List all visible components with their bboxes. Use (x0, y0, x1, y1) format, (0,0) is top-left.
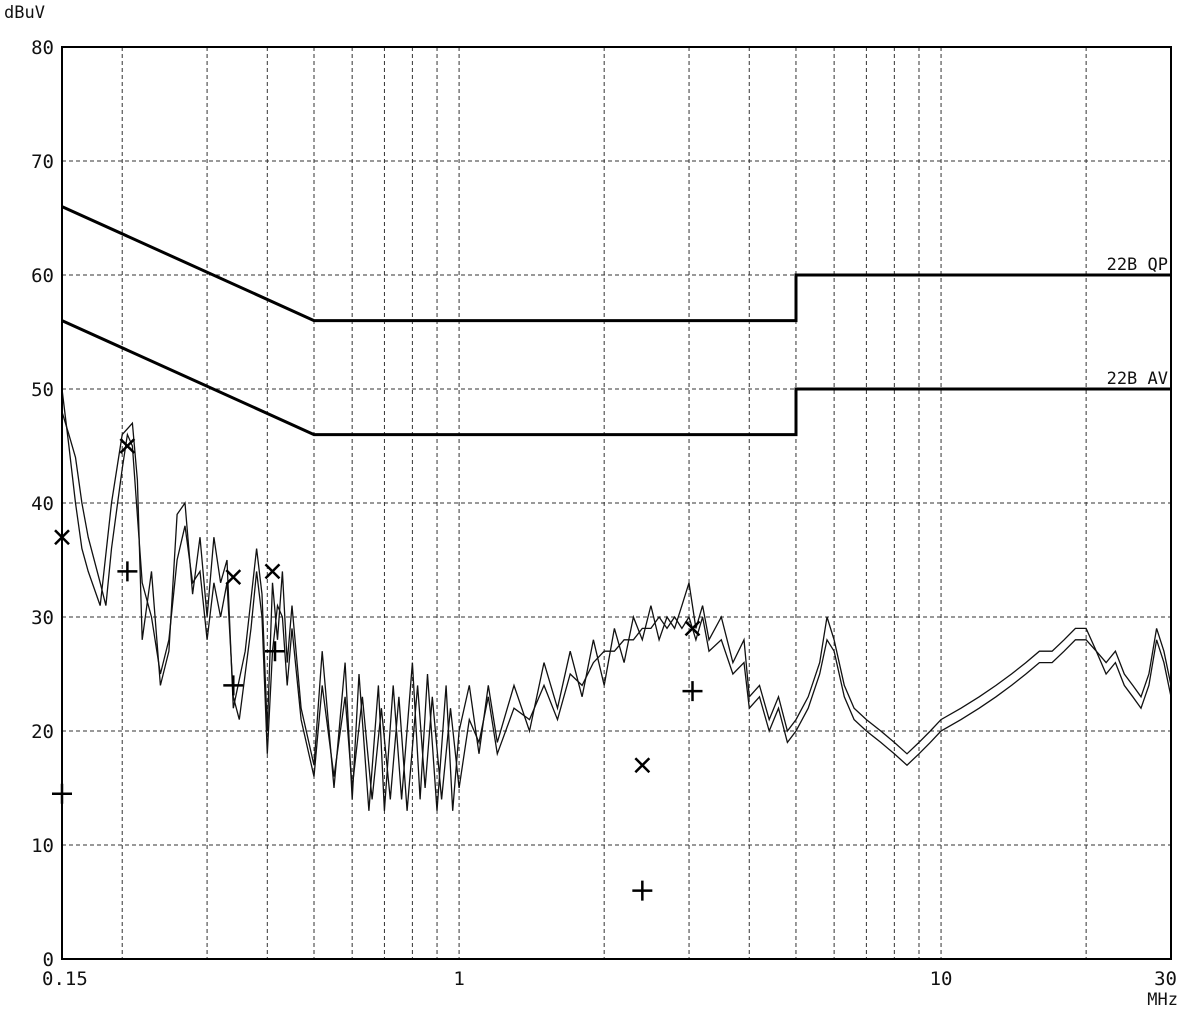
plus-marker (117, 561, 138, 582)
x-tick-label: 10 (930, 968, 953, 990)
y-tick-labels: 0 10 20 30 40 50 60 70 80 (31, 37, 54, 971)
x-marker (634, 757, 651, 774)
y-tick-label: 10 (31, 835, 54, 857)
plus-marker (632, 880, 653, 901)
plus-marker (682, 681, 703, 702)
x-unit-label: MHz (1147, 990, 1178, 1010)
x-marker (264, 563, 281, 580)
grid-lines (62, 47, 1171, 959)
limit-lines (61, 205, 1171, 437)
x-tick-labels: 0.15 1 10 30 (42, 968, 1177, 990)
y-tick-label: 50 (31, 379, 54, 401)
y-tick-label: 70 (31, 151, 54, 173)
trace-line (61, 411, 1172, 811)
limit-line (61, 319, 1171, 437)
measurement-traces (61, 388, 1172, 811)
trace-line (61, 388, 1172, 811)
y-tick-label: 20 (31, 721, 54, 743)
plot-frame (61, 46, 1172, 960)
measurement-markers (52, 438, 703, 901)
limit-line-label: 22B_AV (1107, 369, 1168, 389)
y-tick-label: 30 (31, 607, 54, 629)
y-tick-label: 60 (31, 265, 54, 287)
x-tick-label: 1 (453, 968, 464, 990)
x-marker (225, 569, 242, 585)
y-unit-label: dBuV (4, 3, 45, 23)
y-tick-label: 80 (31, 37, 54, 59)
limit-line-label: 22B_QP (1107, 255, 1168, 275)
plus-marker (223, 675, 244, 696)
x-marker (119, 438, 136, 454)
limit-line (61, 205, 1171, 323)
x-marker (684, 620, 701, 637)
x-tick-label: 30 (1154, 968, 1177, 990)
limit-line-labels: 22B_QP 22B_AV (1107, 255, 1168, 389)
y-tick-label: 40 (31, 493, 54, 515)
x-tick-label: 0.15 (42, 968, 88, 990)
y-tick-label: 0 (43, 949, 54, 971)
plus-marker (265, 641, 286, 662)
